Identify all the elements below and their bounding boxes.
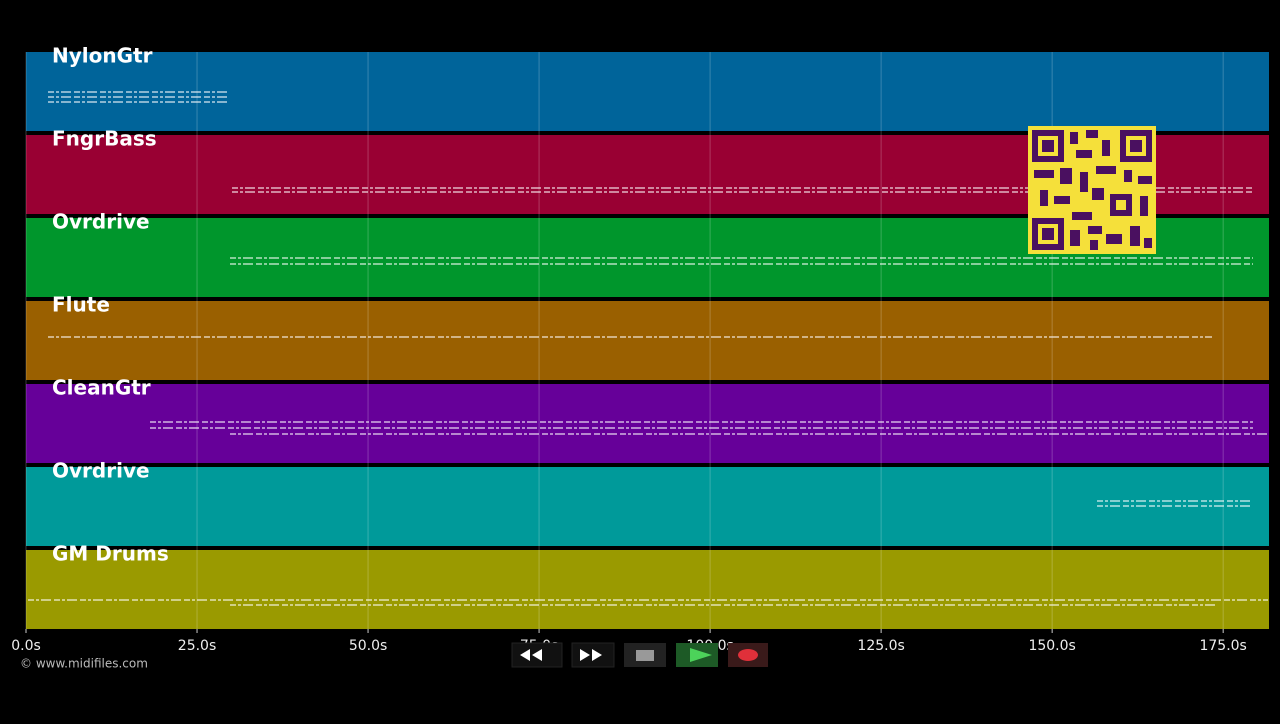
qr-modules	[1032, 130, 1152, 250]
track-name: Flute	[52, 293, 110, 317]
track-name: GM Drums	[52, 542, 169, 566]
track-lane	[26, 550, 1269, 629]
tick-label: 25.0s	[178, 638, 216, 654]
track-name: CleanGtr	[52, 376, 151, 400]
stop-button[interactable]	[624, 643, 666, 667]
fast-forward-button[interactable]	[571, 642, 615, 668]
qr-code	[1028, 126, 1156, 254]
track-name: FngrBass	[52, 127, 157, 151]
track-lane	[26, 301, 1269, 380]
rewind-button[interactable]	[511, 642, 563, 668]
time-axis: 0.0s25.0s50.0s75.0s100.0s125.0s150.0s175…	[11, 629, 1247, 654]
track-name: Ovrdrive	[52, 210, 150, 234]
tick-label: 50.0s	[349, 638, 387, 654]
track-name: NylonGtr	[52, 44, 153, 68]
transport-controls	[511, 642, 768, 668]
track-name: Ovrdrive	[52, 459, 150, 483]
record-button[interactable]	[728, 643, 768, 667]
play-button[interactable]	[676, 643, 718, 667]
tick-label: 0.0s	[11, 638, 41, 654]
track-lane	[26, 467, 1269, 546]
tick-label: 175.0s	[1199, 638, 1246, 654]
tick-label: 150.0s	[1028, 638, 1075, 654]
time-grid	[25, 52, 1224, 629]
credit: © www.midifiles.com	[20, 657, 148, 671]
note-texture	[28, 91, 1268, 606]
track-lane	[26, 52, 1269, 131]
tick-label: 125.0s	[857, 638, 904, 654]
track-lane	[26, 384, 1269, 463]
